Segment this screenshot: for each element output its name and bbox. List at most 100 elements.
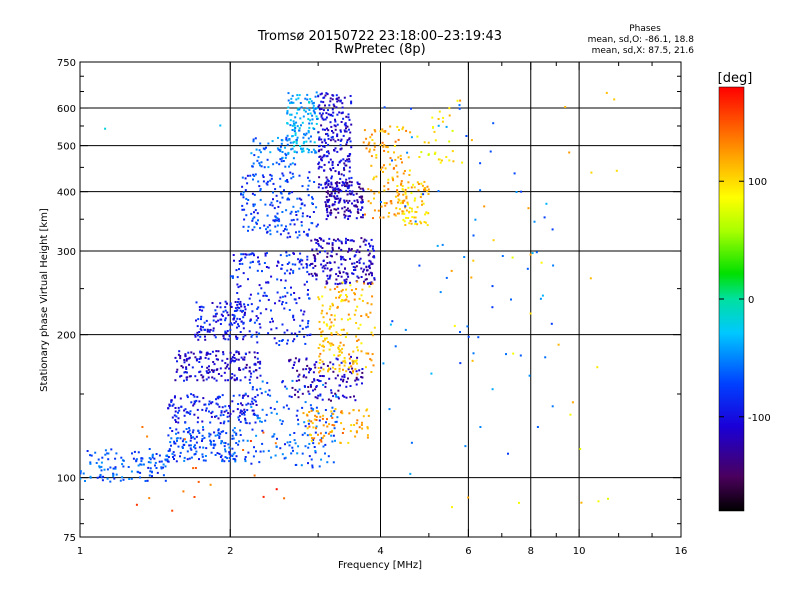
data-point [318, 320, 321, 323]
data-point [167, 407, 170, 410]
data-point [166, 460, 169, 463]
data-point [190, 456, 193, 459]
data-point [147, 461, 150, 464]
data-point [317, 410, 319, 413]
data-point [184, 353, 187, 356]
data-point [356, 275, 359, 278]
data-point [343, 201, 346, 204]
data-point [285, 138, 288, 141]
data-point [280, 224, 283, 227]
data-point [343, 162, 346, 165]
data-point [308, 273, 311, 276]
data-point [343, 364, 346, 367]
data-point [330, 192, 333, 195]
data-point [326, 150, 328, 153]
data-point [318, 371, 321, 374]
data-point [188, 429, 191, 432]
data-point [310, 434, 312, 437]
data-point [434, 151, 437, 154]
data-point [355, 422, 358, 425]
data-point [318, 149, 321, 152]
data-point [284, 456, 287, 459]
data-point [341, 281, 344, 284]
data-point [302, 115, 305, 118]
data-point [186, 394, 189, 397]
data-point [320, 166, 323, 169]
data-point [148, 474, 151, 477]
data-point [269, 203, 272, 206]
data-point [341, 207, 344, 210]
data-point [98, 475, 101, 478]
data-point [318, 161, 321, 164]
data-point [247, 303, 250, 306]
data-point [306, 258, 309, 261]
data-point [329, 158, 332, 161]
data-point [437, 118, 440, 120]
data-point [372, 217, 374, 220]
data-point [315, 385, 318, 387]
data-point [348, 357, 351, 360]
data-point [589, 277, 592, 280]
data-point [301, 319, 304, 322]
data-point [340, 248, 343, 251]
data-point [410, 192, 413, 194]
data-point [173, 458, 175, 460]
data-point [318, 138, 321, 141]
data-point [283, 272, 286, 275]
data-point [193, 413, 196, 416]
data-point [224, 306, 227, 309]
data-point [320, 124, 323, 127]
data-point [312, 104, 315, 107]
data-point [327, 182, 330, 185]
data-point [256, 417, 259, 420]
data-point [359, 257, 362, 260]
data-point [216, 434, 219, 437]
data-point [286, 329, 289, 332]
data-point [579, 448, 582, 450]
data-point [269, 179, 272, 182]
data-point [231, 447, 234, 450]
data-point [314, 450, 317, 452]
data-point [306, 270, 309, 273]
data-point [380, 168, 382, 171]
data-point [274, 219, 277, 222]
data-point [280, 142, 283, 145]
data-point [326, 252, 329, 255]
data-point [201, 309, 204, 312]
data-point [352, 193, 355, 196]
data-point [315, 406, 318, 409]
data-point [541, 294, 544, 297]
data-point [413, 216, 416, 219]
data-point [294, 127, 297, 129]
data-point [345, 288, 348, 291]
data-point [332, 131, 335, 134]
data-point [401, 128, 404, 131]
data-point [286, 122, 289, 125]
data-point [405, 197, 408, 200]
data-point [331, 108, 334, 111]
data-point [295, 121, 298, 124]
data-point [286, 180, 289, 183]
data-point [402, 126, 405, 129]
data-point [212, 327, 215, 330]
data-point [332, 304, 334, 307]
data-point [400, 183, 402, 186]
data-point [140, 460, 143, 463]
data-point [310, 409, 313, 412]
data-point [130, 477, 133, 480]
data-point [286, 143, 289, 146]
data-point [113, 477, 116, 480]
data-point [336, 374, 339, 377]
data-point [366, 436, 369, 439]
data-point [311, 118, 314, 121]
data-point [148, 497, 151, 500]
data-point [337, 238, 339, 241]
data-point [354, 269, 357, 271]
data-point [212, 369, 215, 372]
data-point [363, 129, 366, 132]
data-point [284, 443, 286, 446]
data-point [551, 405, 554, 408]
data-point [207, 376, 210, 379]
data-point [282, 174, 285, 177]
data-point [325, 186, 328, 189]
